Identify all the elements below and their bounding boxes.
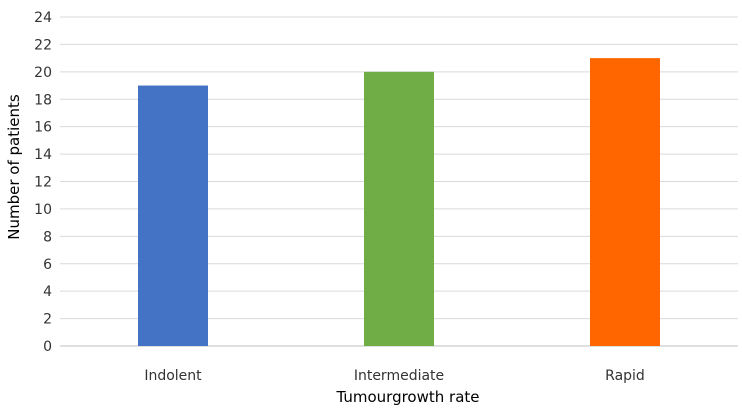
y-tick-label: 4 bbox=[43, 284, 52, 300]
bar-rapid bbox=[590, 58, 660, 346]
x-tick-label-rapid: Rapid bbox=[605, 368, 645, 384]
y-tick-label: 24 bbox=[34, 10, 52, 26]
x-axis-ticks: Indolent Intermediate Rapid bbox=[144, 368, 645, 384]
x-axis-title: Tumourgrowth rate bbox=[335, 388, 479, 406]
x-tick-label-indolent: Indolent bbox=[144, 368, 202, 384]
y-axis-title: Number of patients bbox=[5, 94, 23, 240]
y-tick-label: 6 bbox=[43, 257, 52, 273]
y-tick-label: 8 bbox=[43, 229, 52, 245]
y-tick-label: 16 bbox=[34, 120, 52, 136]
y-tick-label: 0 bbox=[43, 339, 52, 355]
bar-indolent bbox=[138, 85, 208, 347]
y-tick-label: 12 bbox=[34, 175, 52, 191]
y-tick-label: 18 bbox=[34, 92, 52, 108]
y-tick-label: 22 bbox=[34, 37, 52, 53]
y-tick-label: 20 bbox=[34, 65, 52, 81]
y-tick-label: 14 bbox=[34, 147, 52, 163]
bar-intermediate bbox=[364, 71, 434, 346]
y-tick-label: 2 bbox=[43, 312, 52, 328]
x-tick-label-intermediate: Intermediate bbox=[354, 368, 444, 384]
y-tick-label: 10 bbox=[34, 202, 52, 218]
bars bbox=[138, 58, 660, 347]
